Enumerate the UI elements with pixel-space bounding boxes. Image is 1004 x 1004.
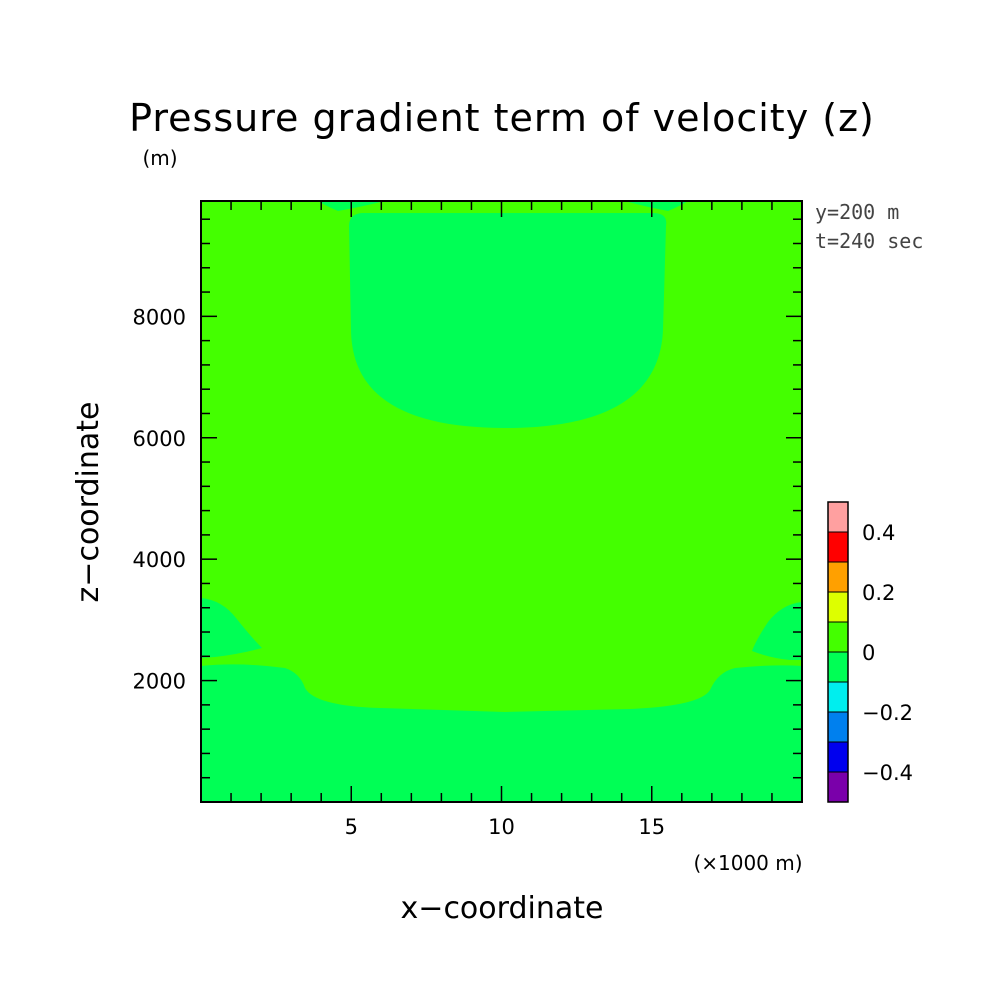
x-tick-label: 15	[638, 815, 665, 839]
colorbar-swatch	[827, 591, 849, 623]
colorbar-label: 0.2	[862, 581, 895, 605]
y-tick-label: 6000	[133, 427, 186, 451]
colorbar-swatch	[827, 711, 849, 743]
colorbar-swatch	[827, 681, 849, 713]
right-edge-lobe	[752, 602, 802, 660]
y-tick-label: 8000	[133, 305, 186, 329]
plot-area	[201, 201, 802, 802]
upper-central-cell	[349, 213, 667, 428]
colorbar-swatch	[827, 501, 849, 533]
colorbar-label: 0.4	[862, 521, 895, 545]
y-tick-label: 4000	[133, 548, 186, 572]
y-unit-label: (m)	[142, 146, 177, 170]
top-right-strip	[625, 201, 688, 211]
lower-layer	[201, 664, 802, 802]
x-axis-label: x−coordinate	[401, 891, 604, 926]
colorbar-swatch	[827, 531, 849, 563]
colorbar-label: −0.4	[862, 761, 913, 785]
x-tick-label: 10	[488, 815, 515, 839]
colorbar-swatch	[827, 741, 849, 773]
y-axis-label: z−coordinate	[71, 402, 106, 603]
axis-tick-labels: 5 10 15 2000 4000 6000 8000	[133, 305, 666, 839]
x-unit-label: (×1000 m)	[693, 851, 802, 875]
chart-title: Pressure gradient term of velocity (z)	[129, 96, 875, 140]
x-tick-label: 5	[345, 815, 358, 839]
colorbar: −0.4 −0.2 0 0.2 0.4	[827, 501, 913, 803]
colorbar-label: −0.2	[862, 701, 913, 725]
colorbar-label: 0	[862, 641, 875, 665]
colorbar-swatch	[827, 621, 849, 653]
colorbar-swatch	[827, 561, 849, 593]
y-tick-label: 2000	[133, 670, 186, 694]
annotation-t: t=240 sec	[815, 229, 923, 253]
axis-ticks	[201, 201, 802, 802]
colorbar-frame	[827, 501, 849, 803]
left-edge-lobe	[201, 598, 262, 658]
colorbar-swatch	[827, 771, 849, 803]
annotation-y: y=200 m	[815, 200, 899, 224]
colorbar-swatch	[827, 651, 849, 683]
